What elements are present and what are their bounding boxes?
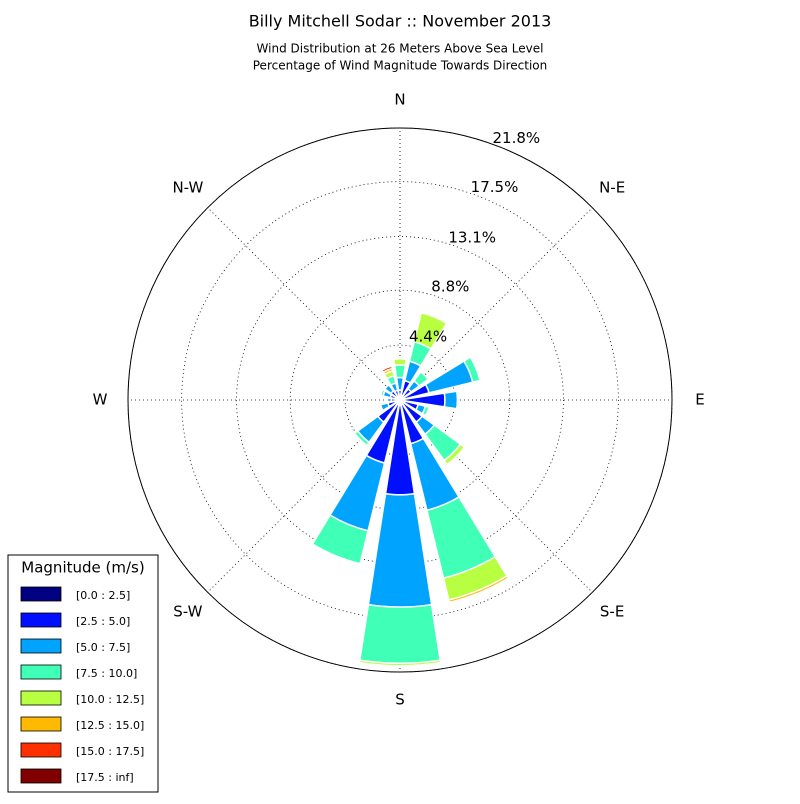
legend-label: [7.5 : 10.0] — [76, 667, 137, 680]
legend-swatch — [20, 638, 62, 654]
bar-segment — [358, 659, 442, 667]
legend-label: [17.5 : inf] — [76, 771, 134, 784]
direction-label: S-W — [173, 603, 202, 621]
legend-swatch — [20, 768, 62, 784]
chart-title: Billy Mitchell Sodar :: November 2013 — [249, 12, 552, 31]
polar-frame — [127, 127, 673, 673]
bar-segment — [413, 311, 448, 350]
legend-swatch — [20, 586, 62, 602]
direction-label: W — [93, 391, 108, 409]
direction-label: S — [395, 691, 405, 709]
r-tick-label: 8.8% — [431, 277, 469, 295]
chart-subtitle: Wind Distribution at 26 Meters Above Sea… — [257, 42, 544, 56]
bar-segment — [380, 363, 393, 372]
direction-label: E — [695, 391, 704, 409]
grid-spoke — [207, 207, 401, 401]
direction-label: S-E — [600, 603, 624, 621]
bar-segment — [412, 370, 430, 388]
legend-swatch — [20, 664, 62, 680]
bar-segment — [367, 492, 433, 608]
bar-segment — [311, 514, 369, 565]
legend-label: [10.0 : 12.5] — [76, 693, 144, 706]
r-tick-label: 13.1% — [448, 228, 496, 246]
direction-label: N-E — [599, 178, 625, 196]
bar-segment — [393, 364, 407, 379]
r-tick-label: 17.5% — [471, 178, 519, 196]
bar-segment — [392, 358, 408, 367]
grid-spoke — [207, 399, 401, 593]
bar-segment — [379, 388, 387, 397]
direction-label: N — [394, 91, 405, 109]
bar-segment — [383, 383, 395, 395]
legend-swatch — [20, 742, 62, 758]
direction-label: N-W — [172, 178, 203, 196]
grid-spoke — [399, 399, 593, 593]
legend-swatch — [20, 690, 62, 706]
bar-segment — [353, 429, 371, 447]
bar-segment — [358, 603, 442, 665]
legend-label: [2.5 : 5.0] — [76, 615, 130, 628]
r-tick-label: 21.8% — [492, 129, 540, 147]
bar-segment — [379, 402, 391, 412]
legend-label: [0.0 : 2.5] — [76, 589, 130, 602]
bar-segment — [447, 574, 510, 604]
bar-segment — [462, 356, 481, 384]
bar-segment — [424, 360, 474, 394]
bar-segment — [421, 405, 430, 417]
legend-swatch — [20, 612, 62, 628]
grid-ring — [181, 181, 619, 619]
legend-title: Magnitude (m/s) — [21, 559, 144, 577]
chart-subtitle: Percentage of Wind Magnitude Towards Dir… — [253, 59, 547, 73]
legend-label: [5.0 : 7.5] — [76, 641, 130, 654]
bar-segment — [443, 443, 466, 466]
legend-label: [15.0 : 17.5] — [76, 745, 144, 758]
r-tick-label: 4.4% — [409, 328, 447, 346]
legend-label: [12.5 : 15.0] — [76, 719, 144, 732]
bar-segment — [386, 397, 393, 403]
legend-swatch — [20, 716, 62, 732]
bar-segment — [443, 390, 459, 410]
grid-spoke — [399, 207, 593, 401]
